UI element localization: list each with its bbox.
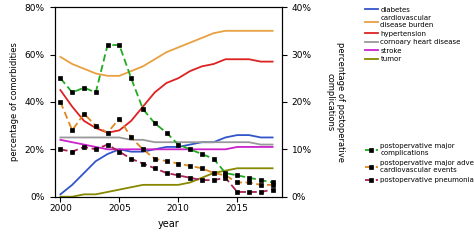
Y-axis label: percentage of comorbidities: percentage of comorbidities <box>10 42 19 161</box>
Y-axis label: percentage of postoperative
complications: percentage of postoperative complication… <box>326 42 345 162</box>
X-axis label: year: year <box>157 219 179 229</box>
Legend: postopervative major
complications, postopervative major adverse
cardiovascular : postopervative major complications, post… <box>365 143 474 183</box>
